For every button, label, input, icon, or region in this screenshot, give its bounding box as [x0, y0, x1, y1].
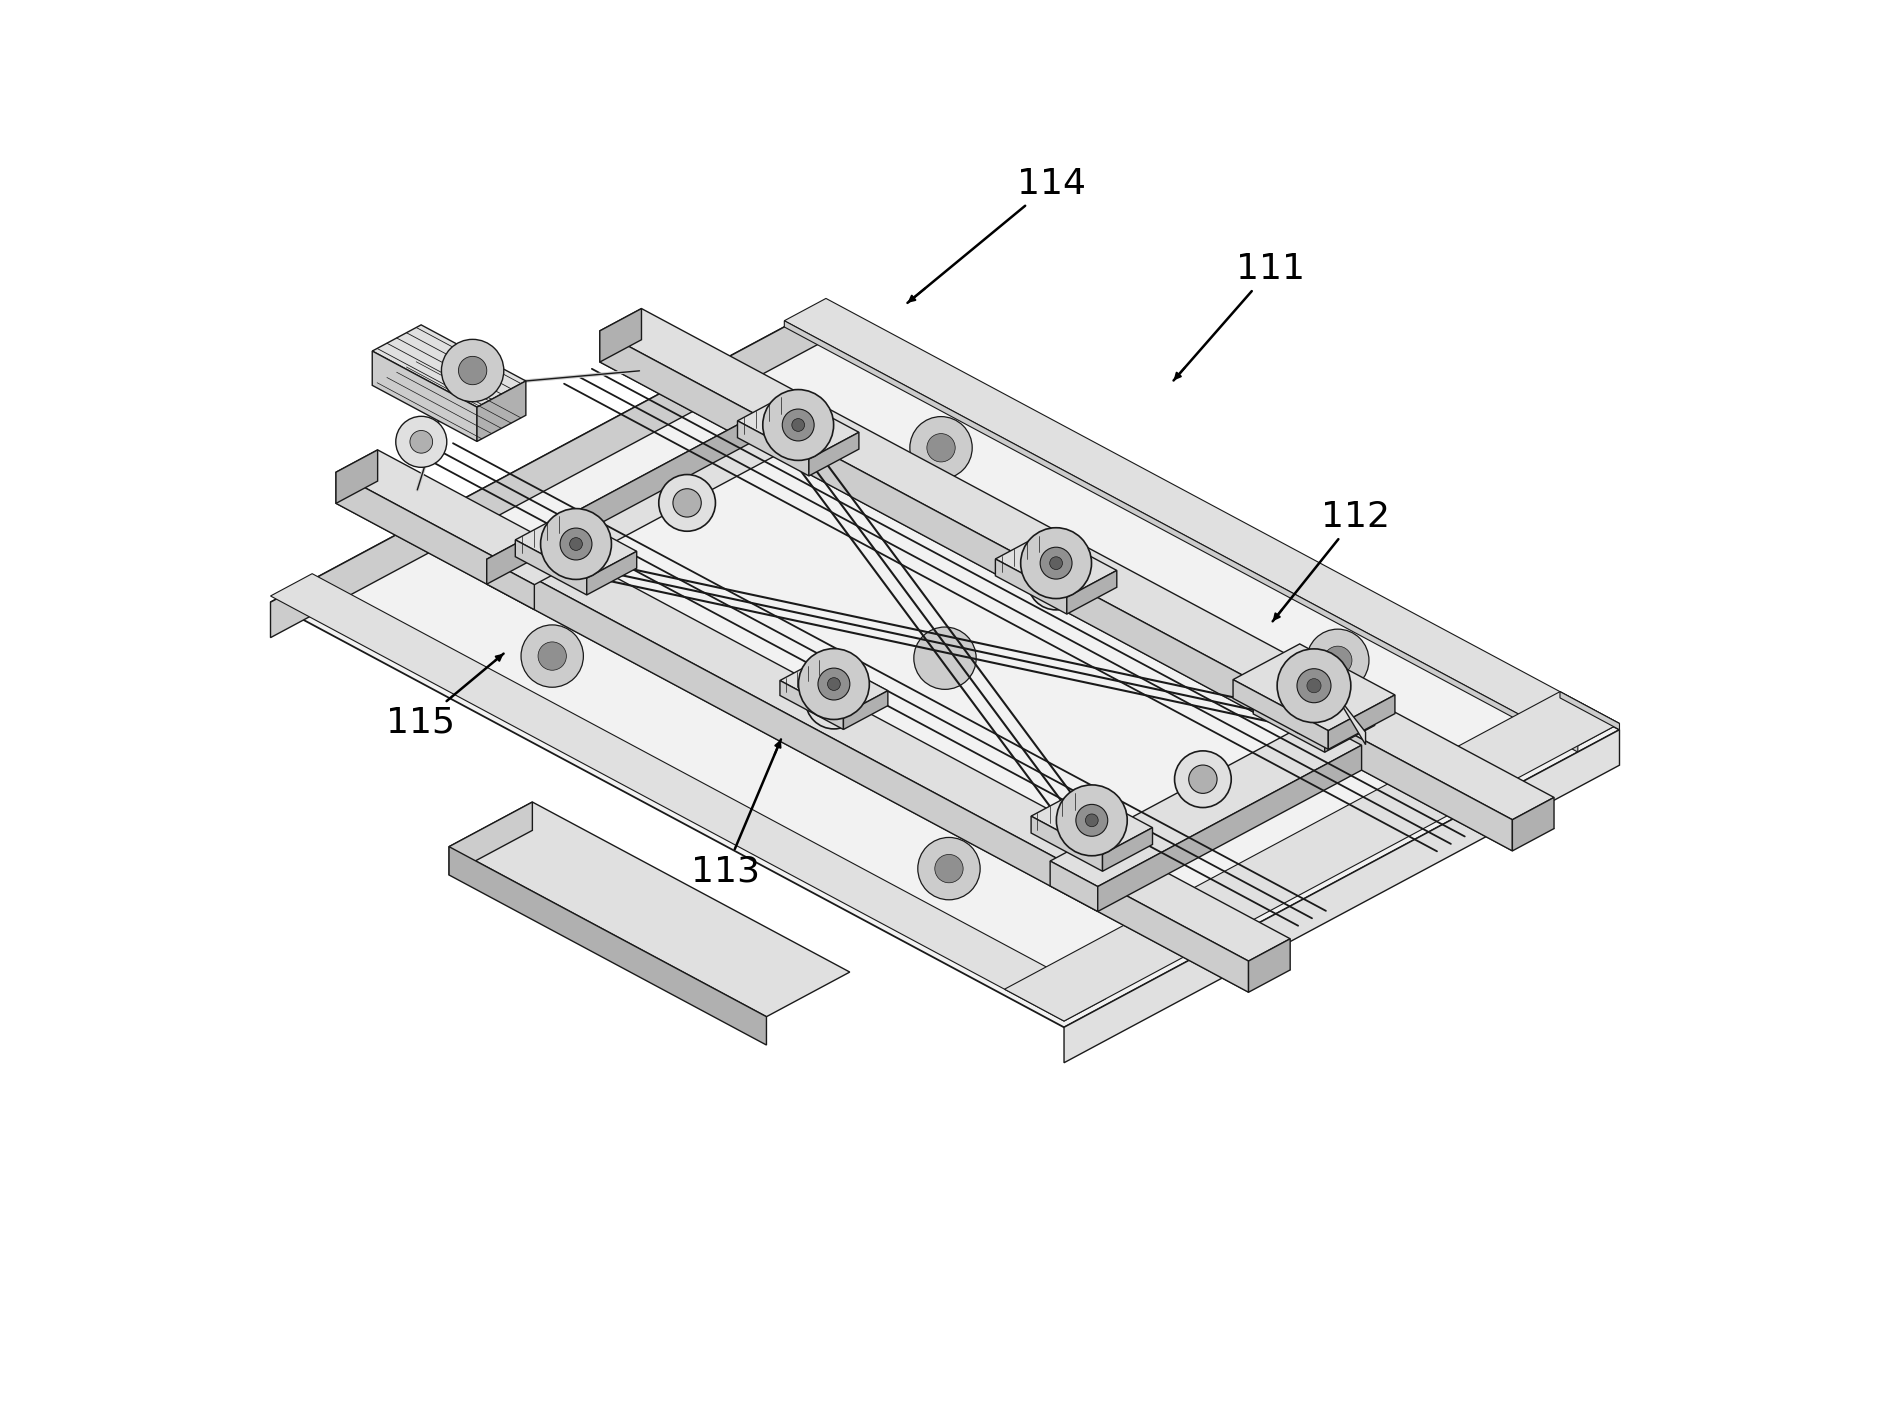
Polygon shape: [1232, 680, 1328, 750]
Circle shape: [1028, 553, 1084, 609]
Circle shape: [1039, 547, 1071, 580]
Polygon shape: [1328, 694, 1394, 750]
Circle shape: [1173, 751, 1230, 808]
Polygon shape: [1232, 643, 1394, 731]
Circle shape: [935, 854, 963, 883]
Polygon shape: [1003, 691, 1619, 1022]
Polygon shape: [336, 451, 378, 503]
Circle shape: [459, 356, 487, 384]
Circle shape: [782, 410, 814, 441]
Circle shape: [442, 339, 504, 401]
Polygon shape: [336, 472, 1249, 992]
Polygon shape: [1558, 691, 1619, 730]
Polygon shape: [784, 320, 1577, 752]
Polygon shape: [450, 846, 767, 1046]
Polygon shape: [1065, 571, 1116, 614]
Polygon shape: [780, 656, 888, 714]
Circle shape: [569, 537, 582, 550]
Circle shape: [805, 672, 861, 728]
Polygon shape: [1031, 816, 1101, 871]
Circle shape: [1075, 805, 1107, 836]
Polygon shape: [487, 418, 797, 585]
Polygon shape: [784, 299, 1619, 745]
Circle shape: [1305, 679, 1320, 693]
Circle shape: [672, 489, 701, 517]
Polygon shape: [516, 540, 586, 595]
Circle shape: [659, 475, 716, 531]
Circle shape: [914, 628, 975, 690]
Polygon shape: [1050, 720, 1360, 887]
Polygon shape: [1324, 708, 1373, 752]
Polygon shape: [487, 560, 535, 609]
Circle shape: [1084, 813, 1098, 826]
Polygon shape: [599, 309, 1553, 819]
Circle shape: [395, 417, 446, 468]
Circle shape: [818, 667, 850, 700]
Circle shape: [1277, 666, 1349, 737]
Polygon shape: [1252, 670, 1373, 735]
Polygon shape: [1050, 862, 1098, 911]
Polygon shape: [996, 558, 1065, 614]
Polygon shape: [737, 421, 808, 476]
Text: 112: 112: [1271, 500, 1390, 621]
Polygon shape: [1031, 789, 1152, 854]
Polygon shape: [1098, 745, 1360, 911]
Polygon shape: [1252, 697, 1324, 752]
Circle shape: [538, 642, 567, 670]
Polygon shape: [476, 381, 525, 442]
Circle shape: [1020, 527, 1092, 598]
Circle shape: [1305, 629, 1368, 691]
Circle shape: [410, 431, 433, 453]
Circle shape: [797, 649, 869, 720]
Polygon shape: [487, 418, 750, 584]
Circle shape: [540, 509, 612, 580]
Circle shape: [1296, 669, 1330, 703]
Polygon shape: [1511, 798, 1553, 850]
Circle shape: [1298, 686, 1330, 717]
Polygon shape: [516, 513, 637, 578]
Polygon shape: [599, 309, 640, 361]
Polygon shape: [586, 551, 637, 595]
Polygon shape: [450, 802, 533, 874]
Circle shape: [827, 677, 841, 690]
Polygon shape: [270, 305, 825, 638]
Polygon shape: [336, 451, 1290, 961]
Polygon shape: [780, 680, 842, 730]
Circle shape: [791, 418, 805, 431]
Text: 111: 111: [1173, 252, 1305, 381]
Circle shape: [1188, 765, 1217, 794]
Polygon shape: [996, 533, 1116, 597]
Polygon shape: [599, 330, 1511, 850]
Polygon shape: [270, 305, 1619, 1027]
Text: 113: 113: [691, 740, 780, 888]
Circle shape: [559, 529, 591, 560]
Polygon shape: [372, 351, 476, 442]
Circle shape: [926, 434, 954, 462]
Polygon shape: [1064, 730, 1619, 1063]
Circle shape: [918, 837, 980, 900]
Text: 115: 115: [385, 653, 502, 740]
Polygon shape: [270, 574, 1105, 1022]
Text: 114: 114: [907, 167, 1084, 303]
Circle shape: [763, 390, 833, 461]
Polygon shape: [1249, 938, 1290, 992]
Circle shape: [521, 625, 584, 687]
Polygon shape: [842, 690, 888, 730]
Polygon shape: [1101, 828, 1152, 871]
Circle shape: [1322, 646, 1351, 674]
Polygon shape: [737, 394, 858, 459]
Circle shape: [1307, 694, 1320, 707]
Polygon shape: [1334, 691, 1366, 745]
Polygon shape: [808, 432, 858, 476]
Circle shape: [909, 417, 971, 479]
Circle shape: [1056, 785, 1126, 856]
Circle shape: [820, 686, 848, 714]
Polygon shape: [450, 802, 850, 1016]
Circle shape: [1041, 567, 1069, 595]
Polygon shape: [372, 324, 525, 407]
Circle shape: [1048, 557, 1062, 570]
Circle shape: [1277, 649, 1351, 723]
